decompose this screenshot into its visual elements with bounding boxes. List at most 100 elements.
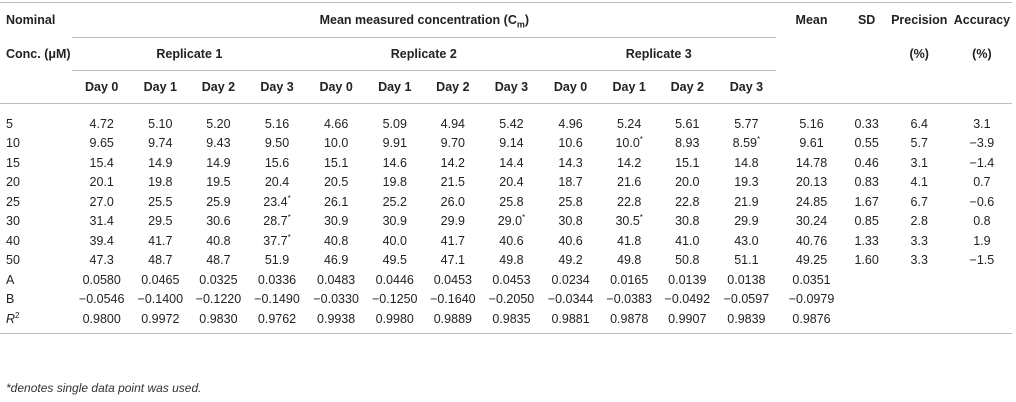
table-cell: 30.9 [323, 214, 349, 229]
table-cell: 22.8 [675, 194, 700, 209]
table-cell: 20.0 [675, 175, 700, 190]
table-cell: 26.0 [440, 194, 466, 209]
precision-cell: 2.8 [910, 214, 928, 229]
accuracy-cell: −1.5 [969, 253, 995, 268]
table-cell: 41.0 [675, 233, 700, 248]
mean-header: Mean [776, 2, 847, 38]
row-label: 40 [6, 233, 20, 248]
table-cell: 39.4 [89, 233, 114, 248]
table-cell: 0.0580 [82, 272, 121, 287]
table-cell: 5.10 [148, 116, 173, 131]
day-header: Day 1 [600, 70, 659, 104]
row-label: 30 [6, 214, 20, 229]
row-label: A [6, 272, 15, 287]
table-row: 30 31.4 29.5 30.6 28.7* 30.9 30.9 29.9 29.0* 30.8… [0, 212, 1012, 232]
accuracy-cell: −3.9 [969, 136, 995, 151]
accuracy-cell [951, 309, 1012, 334]
table-cell: 21.9 [734, 194, 759, 209]
table-row: 15 15.4 14.9 14.9 15.6 15.1 14.6 14.2 14.4 14.3 14… [0, 153, 1012, 173]
table-cell: 5.09 [382, 116, 407, 131]
mean-cell: 24.85 [795, 194, 828, 209]
row-label: 5 [6, 116, 13, 131]
table-cell: 20.4 [264, 175, 290, 190]
day-header: Day 0 [541, 70, 601, 104]
precision-cell [886, 309, 952, 334]
table-cell: 22.8 [617, 194, 642, 209]
table-cell: 15.1 [323, 155, 349, 170]
day-header: Day 0 [72, 70, 132, 104]
table-cell: 41.7 [440, 233, 466, 248]
replicate-3-header: Replicate 3 [541, 37, 777, 71]
accuracy-cell [952, 290, 1012, 310]
day-header: Day 3 [247, 70, 307, 104]
table-cell: 0.0453 [492, 272, 531, 287]
table-cell: 8.59* [732, 135, 761, 151]
sd-cell: 1.33 [854, 233, 879, 248]
table-cell: 0.0446 [375, 272, 414, 287]
table-cell: 29.0* [497, 213, 526, 229]
table-cell: 41.8 [617, 233, 642, 248]
table-cell: 20.4 [499, 175, 524, 190]
table-cell: 23.4* [263, 193, 291, 209]
table-cell: 9.14 [499, 136, 524, 151]
precision-cell: 3.1 [910, 155, 928, 170]
table-cell: 0.0483 [317, 272, 356, 287]
table-cell: −0.2050 [488, 292, 535, 307]
table-cell: 0.9980 [365, 309, 424, 334]
table-cell: 0.9881 [541, 309, 601, 334]
mean-cell: 9.61 [799, 136, 824, 151]
table-cell: 5.24 [617, 116, 642, 131]
table-row: 5 4.72 5.10 5.20 5.16 4.66 5.09 4.94 5.42 4.96 5.2… [0, 104, 1012, 134]
accuracy-cell: 1.9 [973, 233, 991, 248]
table-cell: 0.0336 [257, 272, 297, 287]
row-label: R2 [0, 309, 73, 334]
accuracy-cell: 0.7 [973, 175, 991, 190]
sd-header: SD [846, 2, 887, 38]
table-cell: 9.74 [148, 136, 173, 151]
table-cell: 20.5 [323, 175, 349, 190]
table-row: A 0.0580 0.0465 0.0325 0.0336 0.0483 0.0446 0.0… [0, 270, 1012, 290]
precision-cell: 4.1 [910, 175, 928, 190]
table-cell: 29.5 [148, 214, 173, 229]
day-header: Day 3 [716, 70, 777, 104]
mean-measured-header: Mean measured concentration (Cm) [72, 2, 777, 38]
table-cell: 14.3 [558, 155, 583, 170]
table-cell: 4.66 [323, 116, 349, 131]
table-cell: 48.7 [206, 253, 231, 268]
table-cell: 14.4 [499, 155, 524, 170]
table-row: R2 0.9800 0.9972 0.9830 0.9762 0.9938 0.9980 0.… [0, 309, 1012, 334]
table-cell: 14.9 [148, 155, 173, 170]
table-cell: 0.9907 [658, 309, 717, 334]
table-row: 10 9.65 9.74 9.43 9.50 10.0 9.91 9.70 9.14 10.6 10… [0, 134, 1012, 154]
sd-cell: 0.85 [854, 214, 879, 229]
table-cell: 0.9938 [306, 309, 366, 334]
precision-cell [887, 290, 952, 310]
table-cell: 9.91 [382, 136, 407, 151]
table-cell: 0.9762 [247, 309, 307, 334]
table-cell: 9.65 [89, 136, 114, 151]
table-cell: 14.2 [617, 155, 642, 170]
table-cell: 50.8 [675, 253, 700, 268]
table-cell: 0.9878 [600, 309, 659, 334]
table-cell: −0.0546 [78, 292, 125, 307]
table-cell: 0.0138 [727, 272, 766, 287]
precision-cell: 6.7 [910, 194, 928, 209]
table-cell: 19.8 [382, 175, 407, 190]
precision-header: Precision [886, 2, 952, 38]
table-cell: 25.8 [558, 194, 583, 209]
precision-unit: (%) [909, 47, 929, 61]
table-cell: 4.72 [89, 116, 114, 131]
sd-cell [846, 309, 887, 334]
table-cell: 25.9 [206, 194, 231, 209]
table-cell: 30.8 [675, 214, 700, 229]
precision-cell: 3.3 [910, 233, 928, 248]
table-cell: 0.0453 [433, 272, 472, 287]
table-cell: −0.0330 [313, 292, 359, 307]
table-cell: 5.42 [499, 116, 524, 131]
table-cell: 0.9835 [481, 309, 542, 334]
table-cell: 40.8 [206, 233, 231, 248]
accuracy-cell: 3.1 [973, 116, 991, 131]
accuracy-header: Accuracy [951, 2, 1012, 38]
table-cell: 46.9 [323, 253, 349, 268]
